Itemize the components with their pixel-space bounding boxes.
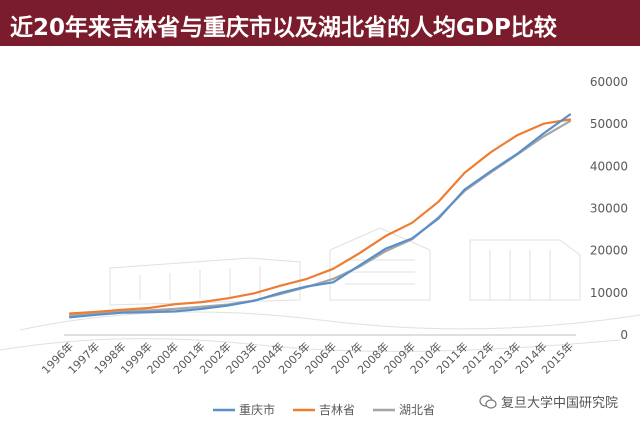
- watermark-text: 复旦大学中国研究院: [500, 396, 618, 411]
- series-line-0: [68, 113, 572, 319]
- y-tick-label: 0: [620, 328, 628, 342]
- line-chart: 0 10000 20000 30000 40000 50000 60000 1996年199…: [0, 75, 640, 417]
- y-tick-label: 60000: [590, 75, 628, 89]
- series-lines: [68, 113, 572, 319]
- y-tick-label: 50000: [590, 117, 628, 131]
- y-tick-label: 20000: [590, 244, 628, 258]
- y-tick-label: 30000: [590, 202, 628, 216]
- legend-label: 吉林省: [319, 403, 355, 417]
- y-tick-label: 10000: [590, 286, 628, 300]
- title-bar: 近20年来吉林省与重庆市以及湖北省的人均GDP比较: [0, 0, 640, 46]
- watermark: 复旦大学中国研究院: [479, 392, 618, 411]
- legend-label: 湖北省: [399, 402, 435, 417]
- legend-label: 重庆市: [239, 402, 275, 417]
- x-axis: 1996年1997年1998年1999年2000年2001年2002年2003年…: [39, 334, 576, 377]
- series-line-1: [68, 118, 572, 315]
- wechat-icon: [479, 394, 497, 409]
- background-illustration: [0, 227, 640, 352]
- legend: 重庆市 吉林省 湖北省: [213, 402, 435, 417]
- chart-title: 近20年来吉林省与重庆市以及湖北省的人均GDP比较: [10, 15, 557, 41]
- y-axis: 0 10000 20000 30000 40000 50000 60000: [590, 75, 628, 342]
- y-tick-label: 40000: [590, 159, 628, 173]
